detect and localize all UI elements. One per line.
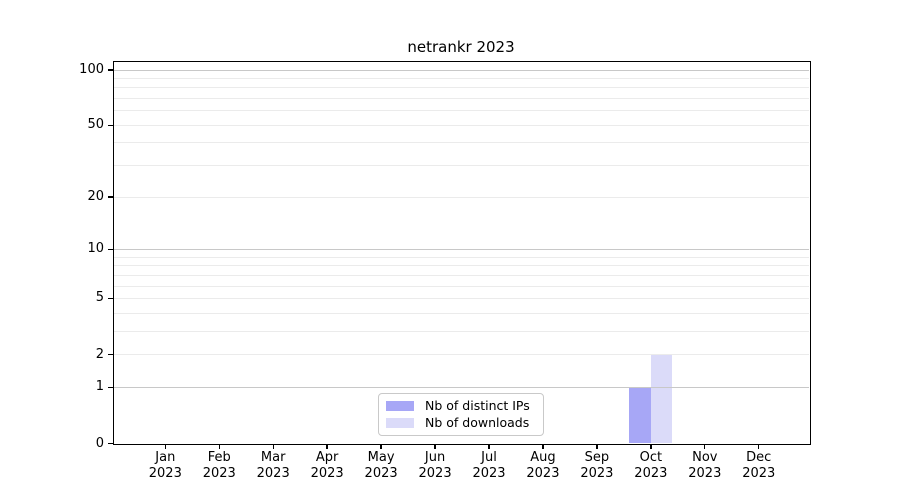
minor-gridline [114, 285, 809, 287]
x-tick-month: Apr [315, 450, 339, 465]
x-tick-month: Sep [584, 450, 610, 465]
legend-swatch-distinct-ips [386, 401, 414, 411]
x-tick-year: 2023 [256, 465, 290, 481]
minor-gridline [114, 265, 809, 267]
bar-downloads-oct [650, 354, 673, 444]
legend-item-distinct-ips: Nb of distinct IPs [386, 399, 535, 413]
minor-gridline [114, 256, 809, 258]
x-tick-year: 2023 [472, 465, 506, 481]
legend-item-downloads: Nb of downloads [386, 416, 535, 430]
x-tick-year: 2023 [580, 465, 614, 481]
minor-gridline [114, 87, 809, 89]
minor-gridline [114, 354, 809, 356]
x-tick-mark [704, 444, 706, 449]
x-tick-year: 2023 [418, 465, 452, 481]
minor-gridline [114, 274, 809, 276]
x-tick-mark [758, 444, 760, 449]
x-tick-year: 2023 [310, 465, 344, 481]
x-tick-mark [542, 444, 544, 449]
y-tick-label: 2 [95, 346, 104, 362]
y-tick-mark [108, 353, 113, 356]
y-tick-label: 50 [87, 117, 104, 133]
x-tick-month: Aug [530, 450, 556, 465]
x-tick-label: Sep 2023 [580, 450, 613, 481]
x-tick-mark [596, 444, 598, 449]
x-tick-month: Mar [260, 450, 286, 465]
x-tick-month: Jun [424, 450, 446, 465]
x-tick-month: Feb [207, 450, 231, 465]
minor-gridline [114, 77, 809, 79]
legend-label-distinct-ips: Nb of distinct IPs [425, 398, 530, 413]
x-tick-label: Feb 2023 [203, 450, 236, 481]
x-tick-mark [380, 444, 382, 449]
x-tick-mark [218, 444, 220, 449]
y-tick-label: 5 [95, 290, 104, 306]
y-tick-mark [108, 442, 113, 445]
legend-label-downloads: Nb of downloads [425, 415, 530, 430]
major-gridline [114, 386, 809, 388]
x-tick-mark [650, 444, 652, 449]
legend-swatch-downloads [386, 418, 414, 428]
x-tick-month: May [367, 450, 395, 465]
minor-gridline [114, 98, 809, 100]
major-gridline [114, 69, 809, 71]
minor-gridline [114, 165, 809, 167]
minor-gridline [114, 142, 809, 144]
x-tick-mark [488, 444, 490, 449]
x-tick-label: Jun 2023 [419, 450, 452, 481]
y-tick-mark [108, 69, 113, 71]
y-tick-mark [108, 248, 113, 251]
x-tick-mark [272, 444, 274, 449]
x-tick-month: Oct [639, 450, 663, 465]
x-tick-label: Oct 2023 [634, 450, 667, 481]
y-tick-mark [108, 386, 113, 389]
x-tick-year: 2023 [364, 465, 398, 481]
x-tick-year: 2023 [526, 465, 560, 481]
bar-distinct-ips-oct [629, 387, 651, 444]
x-tick-year: 2023 [634, 465, 668, 481]
x-tick-label: May 2023 [365, 450, 398, 481]
x-tick-label: Mar 2023 [257, 450, 290, 481]
y-tick-label: 100 [79, 62, 104, 77]
x-tick-label: Aug 2023 [526, 450, 559, 481]
y-tick-label: 20 [87, 189, 104, 205]
x-tick-year: 2023 [742, 465, 776, 481]
y-tick-mark [108, 196, 113, 198]
y-tick-mark [108, 297, 113, 300]
y-tick-label: 1 [95, 379, 104, 395]
x-tick-label: Jul 2023 [472, 450, 505, 481]
minor-gridline [114, 124, 809, 126]
x-tick-year: 2023 [688, 465, 722, 481]
minor-gridline [114, 330, 809, 332]
chart-title: netrankr 2023 [407, 38, 515, 56]
y-tick-label: 10 [87, 241, 104, 257]
x-tick-year: 2023 [202, 465, 236, 481]
major-gridline [114, 248, 809, 250]
x-tick-label: Jan 2023 [149, 450, 182, 481]
legend: Nb of distinct IPs Nb of downloads [378, 393, 544, 436]
y-tick-label: 0 [95, 435, 104, 451]
x-tick-label: Dec 2023 [742, 450, 775, 481]
x-tick-month: Nov [692, 450, 718, 465]
x-tick-mark [326, 444, 328, 449]
x-tick-month: Jul [481, 450, 497, 465]
x-tick-mark [434, 444, 436, 449]
minor-gridline [114, 196, 809, 198]
minor-gridline [114, 110, 809, 112]
x-tick-label: Nov 2023 [688, 450, 721, 481]
minor-gridline [114, 297, 809, 299]
minor-gridline [114, 312, 809, 314]
y-tick-mark [108, 124, 113, 126]
x-tick-month: Jan [155, 450, 176, 465]
x-tick-month: Dec [746, 450, 772, 465]
x-tick-mark [164, 444, 166, 449]
x-tick-label: Apr 2023 [311, 450, 344, 481]
x-tick-year: 2023 [148, 465, 182, 481]
